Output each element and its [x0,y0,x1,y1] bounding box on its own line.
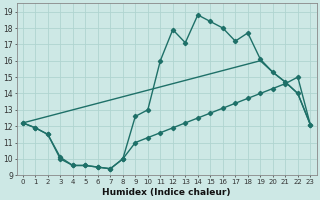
X-axis label: Humidex (Indice chaleur): Humidex (Indice chaleur) [102,188,231,197]
